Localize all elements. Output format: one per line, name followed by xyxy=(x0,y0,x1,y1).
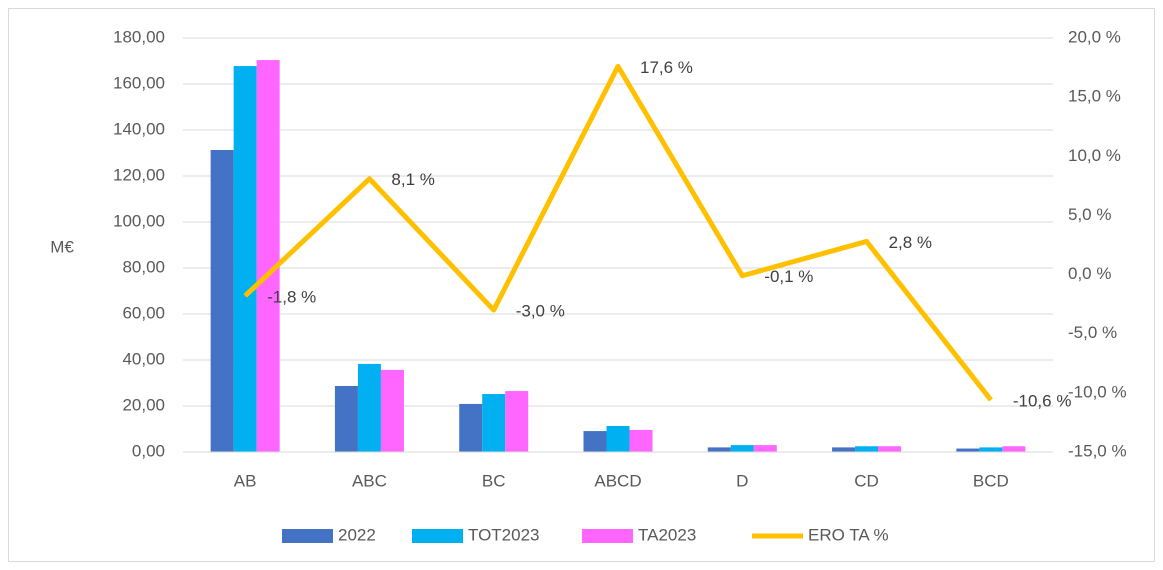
x-tick-label: ABC xyxy=(352,471,387,490)
x-tick-label: BC xyxy=(482,471,506,490)
bar xyxy=(210,150,234,452)
y2-tick-label: -10,0 % xyxy=(1068,382,1127,401)
y2-tick-label: 5,0 % xyxy=(1068,205,1111,224)
y-tick-label: 0,00 xyxy=(132,441,165,460)
x-tick-label: D xyxy=(736,471,748,490)
bar xyxy=(334,385,358,452)
y-tick-label: 60,00 xyxy=(122,303,165,322)
y2-tick-label: -15,0 % xyxy=(1068,441,1127,460)
data-label: 2,8 % xyxy=(889,233,932,252)
chart-border xyxy=(8,8,1155,562)
legend-label: TA2023 xyxy=(638,525,696,544)
bar xyxy=(956,448,980,452)
y-tick-label: 100,00 xyxy=(113,211,165,230)
y-tick-label: 40,00 xyxy=(122,349,165,368)
bar xyxy=(233,66,257,452)
bar xyxy=(606,426,630,452)
y-tick-label: 140,00 xyxy=(113,119,165,138)
y-tick-label: 180,00 xyxy=(113,27,165,46)
data-label: -10,6 % xyxy=(1013,391,1072,410)
y2-tick-label: 0,0 % xyxy=(1068,264,1111,283)
x-tick-label: ABCD xyxy=(594,471,641,490)
y2-tick-label: 15,0 % xyxy=(1068,87,1121,106)
bar xyxy=(380,369,404,452)
y-tick-label: 80,00 xyxy=(122,257,165,276)
data-label: -0,1 % xyxy=(764,267,813,286)
bar xyxy=(459,403,483,452)
y2-tick-label: 20,0 % xyxy=(1068,27,1121,46)
x-tick-label: BCD xyxy=(973,471,1009,490)
bar xyxy=(707,447,731,452)
legend-label: 2022 xyxy=(338,525,376,544)
bar xyxy=(1002,446,1026,452)
data-label: -1,8 % xyxy=(267,287,316,306)
y2-tick-label: -5,0 % xyxy=(1068,323,1117,342)
y2-tick-label: 10,0 % xyxy=(1068,146,1121,165)
data-label: -3,0 % xyxy=(516,302,565,321)
legend-label: TOT2023 xyxy=(468,525,540,544)
y-axis-label: M€ xyxy=(50,237,74,256)
line xyxy=(243,63,993,402)
x-tick-label: CD xyxy=(854,471,879,490)
bar xyxy=(855,446,879,452)
legend-swatch xyxy=(582,529,633,543)
y-tick-label: 160,00 xyxy=(113,73,165,92)
bar xyxy=(730,445,754,452)
x-tick-label: AB xyxy=(234,471,257,490)
legend-label: ERO TA % xyxy=(808,525,889,544)
data-label: 17,6 % xyxy=(640,58,693,77)
legend-swatch xyxy=(412,529,463,543)
bar xyxy=(357,363,381,452)
data-label: 8,1 % xyxy=(391,170,434,189)
bar xyxy=(832,447,856,452)
bar xyxy=(505,391,529,452)
legend-swatch xyxy=(282,529,333,543)
y-tick-label: 120,00 xyxy=(113,165,165,184)
bar xyxy=(753,445,777,452)
bar xyxy=(256,60,280,453)
y-tick-label: 20,00 xyxy=(122,395,165,414)
bar xyxy=(583,431,607,452)
bar xyxy=(878,446,902,452)
bar xyxy=(629,429,653,452)
bar xyxy=(482,394,506,452)
bar xyxy=(979,447,1003,452)
